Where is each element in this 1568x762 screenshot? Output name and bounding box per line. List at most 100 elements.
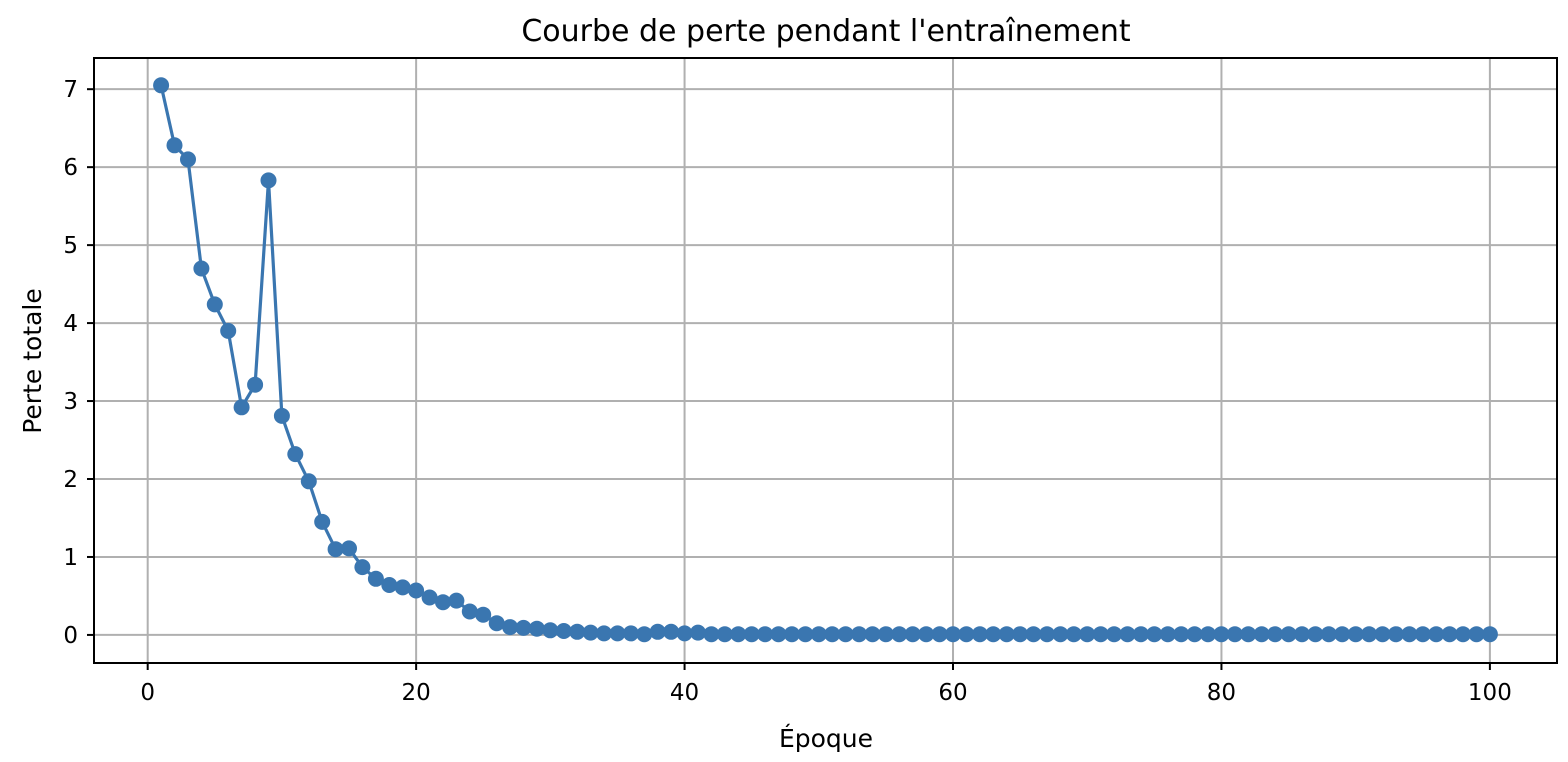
data-point (1320, 626, 1337, 643)
data-point (354, 559, 371, 576)
data-point (582, 624, 599, 641)
data-point (408, 582, 425, 599)
data-point (1159, 626, 1176, 643)
x-tick-label: 40 (670, 680, 699, 706)
grid (94, 58, 1557, 663)
data-point (1387, 626, 1404, 643)
x-tick-label: 20 (401, 680, 430, 706)
data-point (636, 626, 653, 643)
data-point (1267, 626, 1284, 643)
data-point (1079, 626, 1096, 643)
x-axis-label: Époque (779, 724, 873, 753)
data-point (851, 626, 868, 643)
data-point (1119, 626, 1136, 643)
data-point (1441, 626, 1458, 643)
y-tick-label: 1 (63, 545, 78, 571)
y-tick-label: 5 (63, 233, 78, 259)
data-point (394, 579, 411, 596)
data-point (542, 622, 559, 639)
y-tick-label: 3 (63, 389, 78, 415)
data-point (730, 626, 747, 643)
data-point (1213, 626, 1230, 643)
data-point (435, 594, 451, 611)
data-point (488, 615, 505, 632)
y-tick-label: 4 (63, 311, 78, 337)
data-point (247, 376, 264, 393)
data-point (622, 625, 639, 642)
data-point (770, 626, 787, 643)
data-point (971, 626, 988, 643)
data-point (1347, 626, 1364, 643)
x-tick-label: 80 (1207, 680, 1236, 706)
data-point (260, 172, 277, 189)
data-point (1092, 626, 1109, 643)
data-point (877, 626, 894, 643)
data-point (502, 619, 519, 636)
data-point (824, 626, 841, 643)
data-point (220, 322, 237, 339)
data-point (1039, 626, 1055, 643)
data-point (958, 626, 975, 643)
data-point (1106, 626, 1123, 643)
data-point (609, 625, 626, 642)
data-point (381, 577, 398, 593)
data-point (475, 606, 492, 623)
y-tick-label: 7 (63, 77, 78, 103)
data-point (918, 626, 935, 643)
x-tick-label: 60 (938, 680, 967, 706)
data-point (649, 623, 666, 640)
data-point (367, 570, 384, 587)
x-tick-label: 100 (1468, 680, 1512, 706)
data-point (676, 625, 693, 642)
data-point (596, 625, 612, 642)
data-point (1200, 626, 1216, 643)
axis-ticks: 0 20 40 60 80 100 0 1 2 3 4 5 6 7 (63, 77, 1511, 706)
data-point (1374, 626, 1391, 643)
data-point (985, 626, 1002, 643)
data-point (300, 473, 317, 490)
data-point (314, 513, 331, 530)
data-point (1065, 626, 1082, 643)
data-point (1186, 626, 1203, 643)
data-point (421, 589, 438, 606)
data-point (1146, 626, 1163, 643)
data-point (703, 626, 720, 643)
data-point (945, 626, 961, 643)
y-tick-label: 0 (63, 623, 78, 649)
data-point (1361, 626, 1378, 643)
data-point (327, 541, 344, 558)
data-point (783, 626, 800, 643)
data-point (153, 77, 170, 94)
y-tick-label: 2 (63, 467, 78, 493)
data-point (891, 626, 908, 643)
data-point (166, 137, 183, 154)
data-point (233, 399, 250, 416)
data-point (1307, 626, 1324, 643)
data-point (810, 626, 827, 643)
data-point (1226, 626, 1243, 643)
data-point (797, 626, 814, 643)
plot-frame (93, 57, 1558, 664)
chart-title: Courbe de perte pendant l'entraînement (521, 14, 1131, 49)
data-point (663, 623, 680, 640)
data-point (1132, 626, 1149, 643)
data-point (1240, 626, 1257, 643)
data-point (1401, 626, 1418, 643)
data-point (206, 296, 223, 313)
data-point (743, 626, 760, 643)
y-tick-label: 6 (63, 155, 78, 181)
data-point (690, 624, 706, 641)
data-point (341, 540, 357, 557)
data-point (1052, 626, 1069, 643)
data-point (1253, 626, 1270, 643)
data-point (757, 626, 774, 643)
data-point (1280, 626, 1297, 643)
data-point (448, 592, 465, 609)
data-point (180, 151, 196, 168)
data-point (555, 623, 572, 639)
data-point (461, 603, 478, 620)
y-axis-label: Perte totale (18, 288, 47, 434)
data-point (998, 626, 1015, 643)
x-tick-label: 0 (140, 680, 155, 706)
